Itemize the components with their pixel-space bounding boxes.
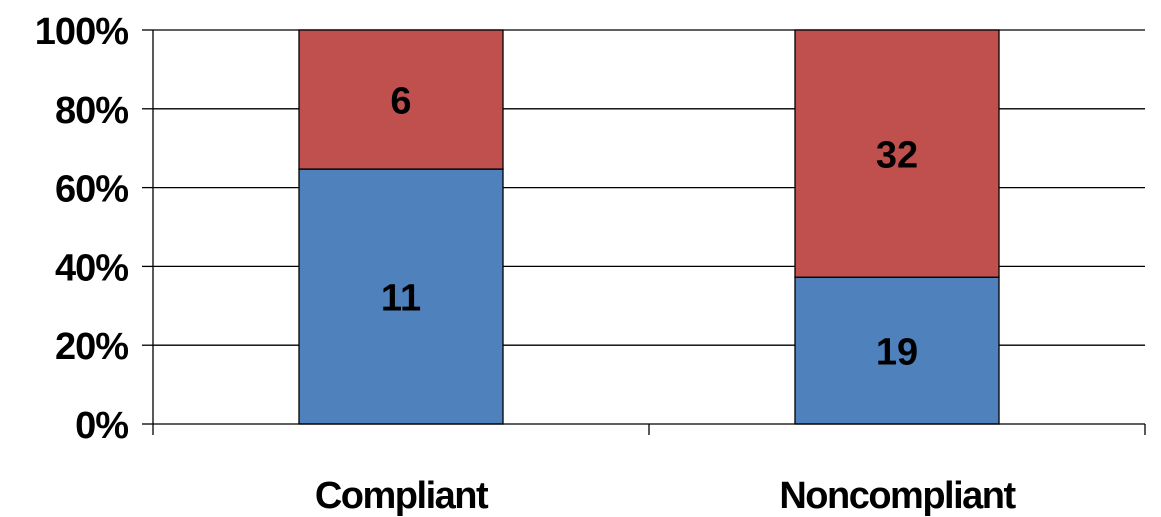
y-tick-label: 60% (55, 169, 128, 211)
y-tick-label: 100% (35, 11, 128, 53)
bar-segment (298, 168, 504, 425)
y-tick-label: 20% (55, 326, 128, 368)
data-label: 32 (876, 135, 918, 177)
y-tick-label: 0% (75, 405, 128, 447)
bars (298, 29, 1000, 425)
bar-segment (298, 29, 504, 170)
y-tick-label: 80% (55, 90, 128, 132)
x-category-label: Compliant (315, 475, 489, 517)
bar-segment (794, 29, 1000, 278)
x-category-label: Noncompliant (779, 475, 1016, 517)
y-tick-label: 40% (55, 247, 128, 289)
axes (142, 29, 1146, 435)
data-label: 6 (390, 81, 411, 123)
data-label: 19 (876, 332, 918, 374)
data-label: 11 (381, 278, 421, 320)
labels: 0% 20% 40% 60% 80% 100% 11 6 Compliant 19 32 Noncom… (35, 11, 1018, 517)
